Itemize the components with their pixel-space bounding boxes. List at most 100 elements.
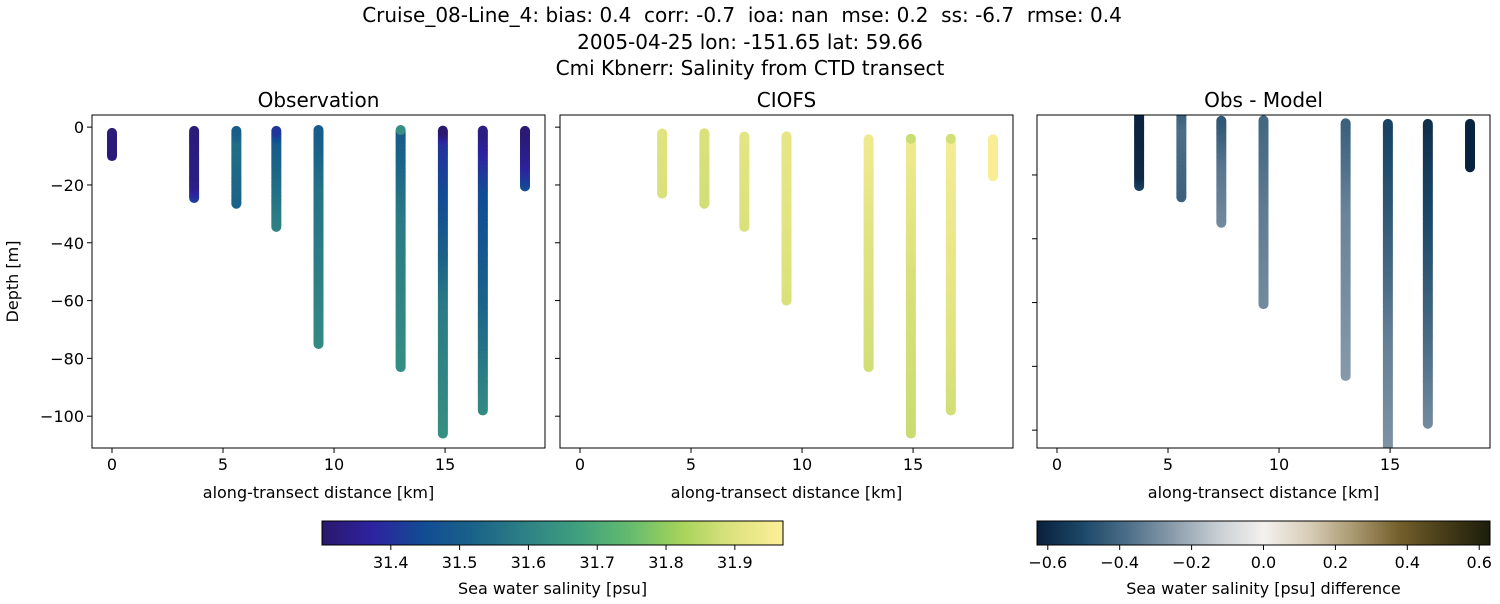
data-point — [395, 125, 406, 136]
cast-16.7km — [1422, 118, 1433, 429]
x-tick-label: 5 — [686, 455, 696, 474]
y-tick-label: −60 — [50, 292, 84, 311]
cast-13km — [863, 134, 874, 373]
y-tick-label: −40 — [50, 234, 84, 253]
figure-title-line-2: 2005-04-25 lon: -151.65 lat: 59.66 — [577, 30, 923, 54]
colorbar-tick-label: 0.0 — [1251, 553, 1276, 572]
colorbar-tick-label: 31.8 — [648, 553, 684, 572]
data-point — [520, 125, 531, 136]
colorbar-tick-label: 31.5 — [442, 553, 478, 572]
data-point — [945, 133, 956, 144]
panel-title: Obs - Model — [1204, 88, 1323, 112]
data-point — [313, 125, 324, 136]
cast-14.9km — [905, 133, 916, 439]
x-tick-label: 5 — [1163, 455, 1173, 474]
salinity-colorbar: 31.4 31.5 31.6 31.7 31.8 31.9 Sea water salini… — [321, 520, 784, 598]
cast-13km — [395, 125, 406, 373]
cast-13km — [1340, 118, 1351, 381]
colorbar-tick-label: 0.6 — [1466, 553, 1491, 572]
colorbar-tick-label: −0.6 — [1028, 553, 1067, 572]
axes-frame — [559, 114, 1014, 449]
y-tick-label: −100 — [40, 407, 84, 426]
axes-frame — [1036, 114, 1491, 449]
cast-9.3km — [781, 131, 792, 306]
data-point — [781, 131, 792, 142]
x-axis-label: along-transect distance [km] — [203, 483, 434, 502]
cast-16.7km — [477, 125, 488, 416]
cast-7.4km — [271, 125, 282, 232]
data-point — [1134, 115, 1144, 119]
cast-7.4km — [739, 131, 750, 232]
figure-title-line-1: Cruise_08-Line_4: bias: 0.4 corr: -0.7 i… — [362, 3, 1122, 27]
data-point — [1176, 115, 1186, 119]
cast-3.7km — [189, 125, 200, 203]
data-point — [1465, 118, 1476, 129]
data-point — [437, 125, 448, 136]
cast-18.6km — [988, 134, 999, 182]
data-point — [106, 127, 117, 138]
cast-16.7km — [945, 133, 956, 416]
data-point — [1422, 118, 1433, 129]
colorbar-tick-label: 31.9 — [717, 553, 753, 572]
x-tick-label: 10 — [792, 455, 812, 474]
data-point — [863, 134, 874, 145]
panel-title: CIOFS — [757, 88, 816, 112]
x-tick-label: 15 — [1380, 455, 1400, 474]
y-tick-label: 0 — [74, 118, 84, 137]
data-point — [231, 125, 242, 136]
colorbar-label: Sea water salinity [psu] difference — [1126, 579, 1401, 598]
colorbar-tick-label: 31.4 — [373, 553, 409, 572]
figure-title-line-3: Cmi Kbnerr: Salinity from CTD transect — [556, 56, 945, 80]
data-point — [1216, 115, 1227, 126]
x-tick-label: 0 — [1052, 455, 1062, 474]
colorbar-gradient — [321, 520, 784, 546]
cast-3.7km — [1134, 115, 1145, 192]
colorbar-gradient — [1036, 520, 1491, 546]
x-tick-label: 0 — [107, 455, 117, 474]
scatter-marks — [657, 128, 999, 439]
colorbar-tick-label: 0.2 — [1323, 553, 1348, 572]
data-point — [905, 133, 916, 144]
data-point — [739, 131, 750, 142]
cast-18.6km — [1465, 118, 1476, 173]
x-tick-label: 10 — [1269, 455, 1289, 474]
x-tick-label: 0 — [575, 455, 585, 474]
data-point — [1258, 115, 1269, 126]
scatter-marks — [106, 125, 531, 439]
colorbar-tick-label: 31.7 — [579, 553, 615, 572]
cast-18.6km — [520, 125, 531, 192]
cast-14.9km — [1382, 118, 1393, 448]
x-tick-label: 15 — [903, 455, 923, 474]
x-tick-label: 10 — [324, 455, 344, 474]
x-axis-label: along-transect distance [km] — [1148, 483, 1379, 502]
x-axis-label: along-transect distance [km] — [671, 483, 902, 502]
cast-9.3km — [1258, 115, 1269, 310]
y-tick-label: −20 — [50, 176, 84, 195]
cast-0km — [106, 127, 117, 162]
cast-7.4km — [1216, 115, 1227, 228]
data-point — [1340, 118, 1351, 129]
cast-9.3km — [313, 125, 324, 349]
colorbar-label: Sea water salinity [psu] — [458, 579, 647, 598]
colorbar-tick-label: 31.6 — [511, 553, 547, 572]
x-tick-label: 5 — [218, 455, 228, 474]
y-axis-label: Depth [m] — [3, 241, 22, 323]
axes-frame — [91, 114, 546, 449]
data-point — [699, 128, 710, 139]
scatter-marks — [1134, 115, 1476, 448]
data-point — [477, 125, 488, 136]
cast-14.9km — [437, 125, 448, 439]
difference-colorbar: −0.6 −0.4 −0.2 0.0 0.2 0.4 0.6 Sea water salini… — [1028, 520, 1492, 598]
y-tick-label: −80 — [50, 349, 84, 368]
cast-5.6km — [231, 125, 242, 209]
colorbar-tick-label: 0.4 — [1395, 553, 1420, 572]
data-point — [271, 125, 282, 136]
data-point — [657, 128, 668, 139]
cast-3.7km — [657, 128, 668, 199]
panel-title: Observation — [258, 88, 380, 112]
colorbar-tick-label: −0.2 — [1172, 553, 1211, 572]
x-tick-label: 15 — [435, 455, 455, 474]
